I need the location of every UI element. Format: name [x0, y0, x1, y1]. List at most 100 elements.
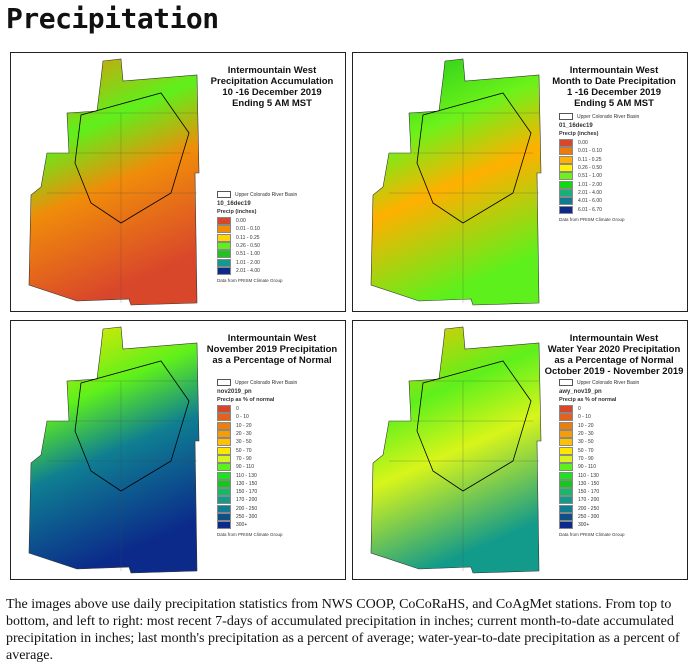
map-title: Intermountain West Precipitation Accumula… — [199, 65, 345, 109]
legend-label: 50 - 70 — [236, 447, 252, 454]
legend-label: 2.01 - 4.00 — [236, 267, 260, 274]
map-title: Intermountain West November 2019 Precipit… — [199, 333, 345, 366]
legend-label: 150 - 170 — [236, 489, 258, 496]
legend-swatch — [217, 266, 231, 275]
legend-label: 200 - 250 — [578, 505, 600, 512]
legend-item: 300+ — [559, 521, 639, 530]
legend-label: 130 - 150 — [578, 480, 600, 487]
legend-item: 0.26 - 0.50 — [559, 164, 639, 173]
legend-item: 0.51 - 1.00 — [559, 172, 639, 181]
legend-swatch — [217, 488, 231, 497]
region-shape — [28, 326, 200, 574]
legend-label: 0.51 - 1.00 — [578, 173, 602, 180]
legend-item: 6.01 - 6.70 — [559, 205, 639, 214]
legend-item: 50 - 70 — [217, 446, 297, 455]
legend-swatch — [559, 413, 573, 422]
legend-swatch — [217, 479, 231, 488]
legend-label: 2.01 - 4.00 — [578, 189, 602, 196]
legend-swatch — [559, 471, 573, 480]
basin-label: Upper Colorado River Basin — [577, 113, 640, 120]
legend-item: 130 - 150 — [559, 479, 639, 488]
basin-legend: Upper Colorado River Basin — [217, 191, 297, 198]
legend-swatch — [217, 258, 231, 267]
legend-label: 200 - 250 — [236, 505, 258, 512]
legend-item: 0.11 - 0.25 — [559, 155, 639, 164]
map-legend: Upper Colorado River Basin 01_16dec19 Pr… — [559, 113, 639, 222]
data-source: Data from PRISM Climate Group — [217, 532, 283, 538]
legend-label: 70 - 90 — [578, 455, 594, 462]
map-title-line: Ending 5 AM MST — [232, 98, 312, 109]
legend-swatch — [559, 446, 573, 455]
legend-label: 0 — [236, 406, 239, 413]
map-title-line: November 2019 Precipitation — [206, 344, 338, 355]
legend-swatch — [217, 504, 231, 513]
legend-label: 0.00 — [236, 218, 246, 225]
legend-label: 170 - 200 — [578, 497, 600, 504]
basin-outline-swatch — [559, 113, 573, 120]
basin-legend: Upper Colorado River Basin — [559, 113, 639, 120]
legend-label: 110 - 130 — [236, 472, 257, 479]
region-map — [370, 58, 542, 306]
legend-label: 0.11 - 0.25 — [578, 156, 602, 163]
legend-swatch — [217, 463, 231, 472]
map-title-line: Ending 5 AM MST — [574, 98, 654, 109]
legend-swatch — [217, 217, 231, 226]
legend-swatch — [559, 197, 573, 206]
legend-label: 1.01 - 2.00 — [578, 181, 602, 188]
legend-item: 30 - 50 — [217, 438, 297, 447]
legend-item: 200 - 250 — [559, 504, 639, 513]
legend-label: 300+ — [236, 522, 248, 529]
legend-item: 200 - 250 — [217, 504, 297, 513]
legend-swatch — [217, 242, 231, 251]
legend-label: 20 - 30 — [578, 431, 594, 438]
legend-unit: Precip as % of normal — [217, 397, 275, 403]
legend-item: 10 - 20 — [559, 421, 639, 430]
legend-unit: Precip (inches) — [217, 209, 257, 215]
map-legend: Upper Colorado River Basin 10_16dec19 Pr… — [217, 191, 297, 283]
region-shape — [28, 58, 200, 306]
legend-swatch — [217, 521, 231, 530]
legend-item: 150 - 170 — [217, 488, 297, 497]
legend-label: 110 - 130 — [578, 472, 599, 479]
legend-item: 250 - 300 — [559, 513, 639, 521]
data-source: Data from PRISM Climate Group — [559, 216, 625, 222]
legend-item: 130 - 150 — [217, 479, 297, 488]
legend-item: 110 - 130 — [559, 471, 639, 480]
map-title-line: Intermountain West — [227, 333, 317, 344]
legend-swatch — [559, 139, 573, 148]
map-panel-november-percent-normal: Intermountain West November 2019 Precipit… — [10, 320, 346, 580]
legend-swatch — [559, 172, 573, 181]
legend-label: 0 — [578, 406, 581, 413]
legend-swatch — [217, 513, 231, 521]
legend-swatch — [217, 233, 231, 242]
legend-swatch — [559, 521, 573, 530]
legend-label: 4.01 - 6.00 — [578, 198, 602, 205]
legend-item: 1.01 - 2.00 — [217, 258, 297, 267]
legend-item: 90 - 110 — [559, 463, 639, 472]
legend-item: 170 - 200 — [217, 496, 297, 505]
legend-item: 300+ — [217, 521, 297, 530]
map-title-line: as a Percentage of Normal — [554, 355, 674, 366]
legend-item: 20 - 30 — [217, 430, 297, 439]
legend-swatch — [559, 430, 573, 439]
legend-label: 30 - 50 — [236, 439, 252, 446]
layer-name: nov2019_pn — [217, 389, 252, 395]
legend-item: 150 - 170 — [559, 488, 639, 497]
region-shape — [370, 58, 542, 306]
legend-swatch — [559, 454, 573, 463]
map-panel-water-year-percent-normal: Intermountain West Water Year 2020 Precip… — [352, 320, 688, 580]
legend-swatch — [559, 463, 573, 472]
basin-outline-swatch — [559, 379, 573, 386]
region-map — [28, 58, 200, 306]
legend-item: 0.11 - 0.25 — [217, 233, 297, 242]
legend-swatch — [559, 513, 573, 521]
legend-label: 250 - 300 — [236, 514, 258, 520]
map-title-line: Precipitation Accumulation — [210, 76, 334, 87]
legend-unit: Precip as % of normal — [559, 397, 617, 403]
legend-swatch — [217, 496, 231, 505]
legend-label: 150 - 170 — [578, 489, 600, 496]
map-title-line: Month to Date Precipitation — [552, 76, 676, 87]
legend-swatch — [217, 405, 231, 414]
legend-label: 0.01 - 0.10 — [236, 226, 260, 233]
legend-item: 30 - 50 — [559, 438, 639, 447]
